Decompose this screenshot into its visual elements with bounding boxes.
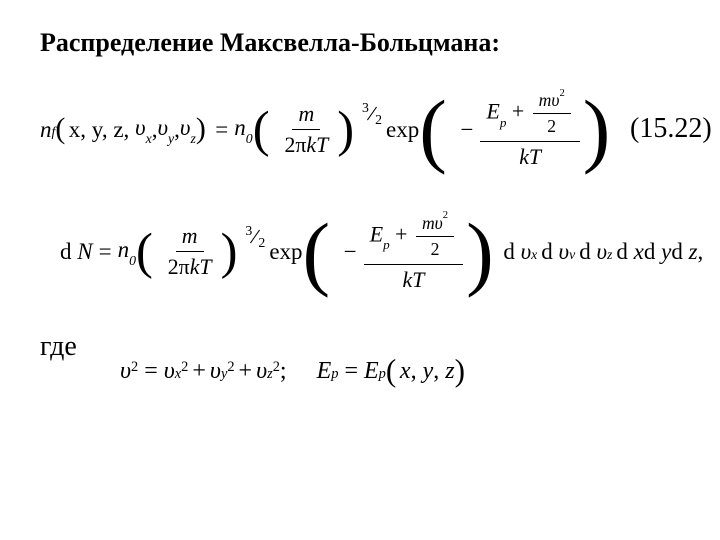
exp-arg-paren-2: ( − Ep + mυ2 2 kT [303,209,504,296]
dvv: d [541,240,558,263]
minus-2: − [344,240,357,263]
exp-frac-2: Ep + mυ2 2 kT [364,209,463,296]
frac-mkT-2: m 2πkT [162,221,218,282]
equals-2: = [99,240,112,263]
exp-arg-paren-1: ( − Ep + mυ2 2 kT [419,86,620,173]
arg-vz: υz [180,116,196,143]
dz: d [671,240,688,263]
equation-2: d N = n0 ( m 2πkT ) 3 2 exp ( [60,209,703,296]
var-n0: n0 [234,116,252,143]
exp-frac-1: Ep + mυ2 2 kT [480,86,579,173]
dN: d [60,240,77,263]
lparen: ( [55,116,68,143]
exp-label-2: exp [269,240,302,263]
frac-mkT-1: m 2πkT [278,99,334,160]
equals-1: = [215,118,228,141]
equation-2-row: d N = n0 ( m 2πkT ) 3 2 exp ( [60,209,690,296]
var-n0-b: n0 [118,238,136,265]
frac-paren-1: ( m 2πkT ) [253,99,360,160]
dvz: d [579,240,596,263]
exponent-3-2-b: 3 2 [245,224,265,250]
equation-1-row: nf ( x, y, z, υx, υy, υz ) = n0 ( m [40,86,690,173]
equation-number: (15.22) [630,113,712,145]
args-paren: ( x, y, z, υx, υy, υz ) [55,116,209,143]
dvx: d [503,240,520,263]
ep-args-paren: ( x, y, z ) [386,357,469,385]
equation-1: nf ( x, y, z, υx, υy, υz ) = n0 ( m [40,86,620,173]
rparen: ) [196,116,209,143]
dy: d [644,240,661,263]
frac-paren-2: ( m 2πkT ) [136,221,243,282]
minus-1: − [461,118,474,141]
dx: d [616,240,633,263]
equation-3: υ2 = υx2 + υy2 + υz2 ; Ep = Ep ( x, y, z… [120,357,469,385]
equals-3: = [144,359,158,383]
exp-label-1: exp [386,118,419,141]
exponent-3-2-a: 3 2 [362,101,382,127]
arg-vy: υy [157,116,174,143]
arg-vx: υx [135,116,152,143]
page-title: Распределение Максвелла-Больцмана: [40,28,690,58]
var-n: n [40,118,52,141]
sub-f: f [52,125,56,139]
equals-4: = [344,359,358,383]
args-xyz: x, y, z, [69,118,135,141]
